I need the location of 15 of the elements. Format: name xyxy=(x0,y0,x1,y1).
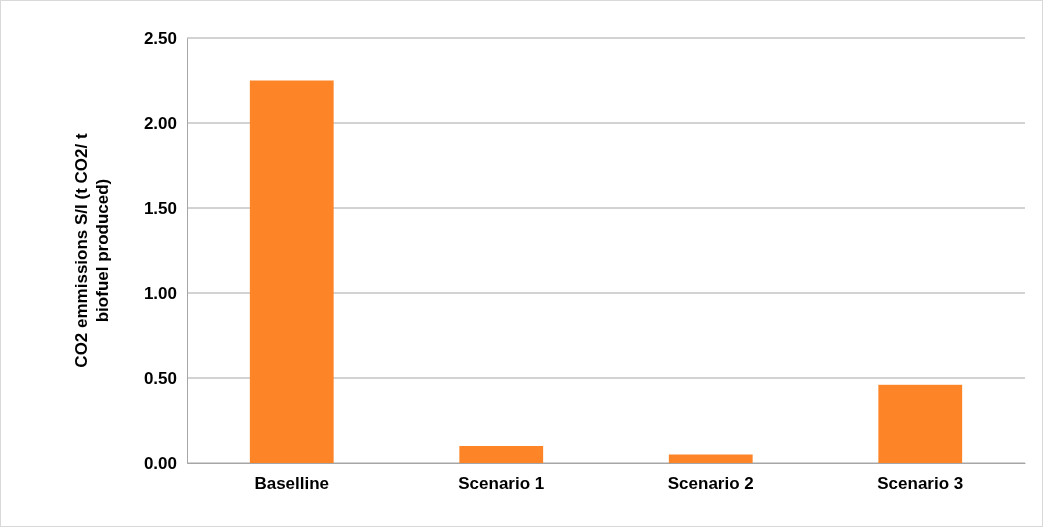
x-tick-label: Baselline xyxy=(254,474,330,494)
x-tick-label: Scenario 2 xyxy=(667,474,754,494)
x-tick-label: Scenario 3 xyxy=(877,474,964,494)
y-tick-label: 1.00 xyxy=(143,283,177,303)
x-tick-label: Scenario 1 xyxy=(458,474,545,494)
bar xyxy=(459,446,544,463)
bar xyxy=(878,384,963,463)
y-tick-label: 0.50 xyxy=(143,368,177,388)
y-tick-label: 2.50 xyxy=(143,28,177,48)
bar xyxy=(249,80,334,463)
y-axis-title: CO2 emmissions S/I (t CO2/ t biofuel produced) xyxy=(71,133,112,368)
y-tick-label: 0.00 xyxy=(143,453,177,473)
y-tick-label: 2.00 xyxy=(143,113,177,133)
bar xyxy=(668,454,753,463)
y-tick-label: 1.50 xyxy=(143,198,177,218)
